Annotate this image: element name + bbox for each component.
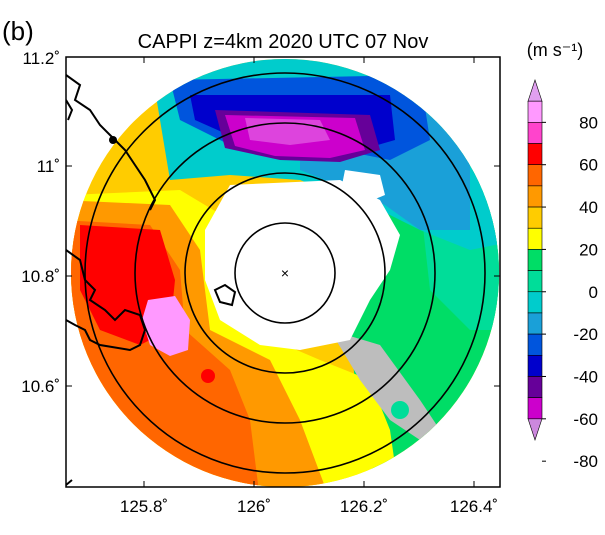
colorbar-cell bbox=[527, 418, 543, 441]
colorbar-tick-label: 0 bbox=[589, 283, 598, 302]
colorbar-tick-label: 60 bbox=[579, 156, 598, 175]
chart-title: CAPPI z=4km 2020 UTC 07 Nov bbox=[138, 31, 429, 53]
colorbar-cell bbox=[527, 122, 543, 144]
colorbar-cell bbox=[527, 354, 543, 377]
colorbar-cell bbox=[527, 164, 543, 187]
colorbar: (m s⁻¹) 80 60 40 20 0 -20 -40 -60 -80 bbox=[527, 40, 598, 471]
velocity-field bbox=[71, 59, 499, 487]
colorbar-tick-label: 20 bbox=[579, 240, 598, 259]
range-rings bbox=[84, 72, 486, 474]
lat-tick-label: 10.6˚ bbox=[21, 377, 60, 396]
colorbar-cell bbox=[527, 376, 543, 398]
colorbar-tick-label: 40 bbox=[579, 198, 598, 217]
colorbar-cell bbox=[527, 291, 543, 314]
colorbar-tick-labels: 80 60 40 20 0 -20 -40 -60 -80 bbox=[542, 113, 598, 471]
lon-tick-label: 125.8˚ bbox=[120, 497, 168, 516]
plot-frame bbox=[65, 56, 501, 488]
colorbar-cell bbox=[527, 227, 543, 250]
colorbar-cell bbox=[527, 397, 543, 420]
lon-axis-labels: 125.8˚ 126˚ 126.2˚ 126.4˚ bbox=[120, 497, 498, 516]
lat-axis-labels: 11.2˚ 11˚ 10.8˚ 10.6˚ bbox=[21, 49, 60, 396]
lat-tick-label: 10.8˚ bbox=[21, 267, 60, 286]
colorbar-cell bbox=[527, 206, 543, 229]
colorbar-tick-label: -60 bbox=[573, 410, 598, 429]
colorbar-tick-label: -20 bbox=[573, 325, 598, 344]
colorbar-tick-label: 80 bbox=[579, 113, 598, 132]
radar-center-marker: × bbox=[281, 265, 289, 281]
colorbar-cell bbox=[527, 79, 543, 102]
lat-tick-label: 11˚ bbox=[37, 157, 60, 176]
colorbar-tick-label: -80 bbox=[573, 452, 598, 471]
colorbar-cells bbox=[527, 79, 543, 441]
colorbar-cell bbox=[527, 100, 543, 123]
colorbar-cell bbox=[527, 143, 543, 166]
colorbar-cell bbox=[527, 270, 543, 293]
lat-tick-label: 11.2˚ bbox=[23, 49, 61, 68]
colorbar-unit: (m s⁻¹) bbox=[527, 40, 583, 60]
map-plot-area bbox=[66, 59, 499, 487]
colorbar-cell bbox=[527, 185, 543, 208]
colorbar-cell bbox=[527, 312, 543, 335]
colorbar-cell bbox=[527, 249, 543, 271]
lon-tick-label: 126.4˚ bbox=[450, 497, 498, 516]
lon-tick-label: 126.2˚ bbox=[340, 497, 388, 516]
lon-tick-label: 126˚ bbox=[237, 497, 271, 516]
panel-label: (b) bbox=[2, 16, 34, 46]
colorbar-tick-label: -40 bbox=[573, 367, 598, 386]
colorbar-cell bbox=[527, 333, 543, 356]
grid-ticks bbox=[66, 57, 500, 487]
